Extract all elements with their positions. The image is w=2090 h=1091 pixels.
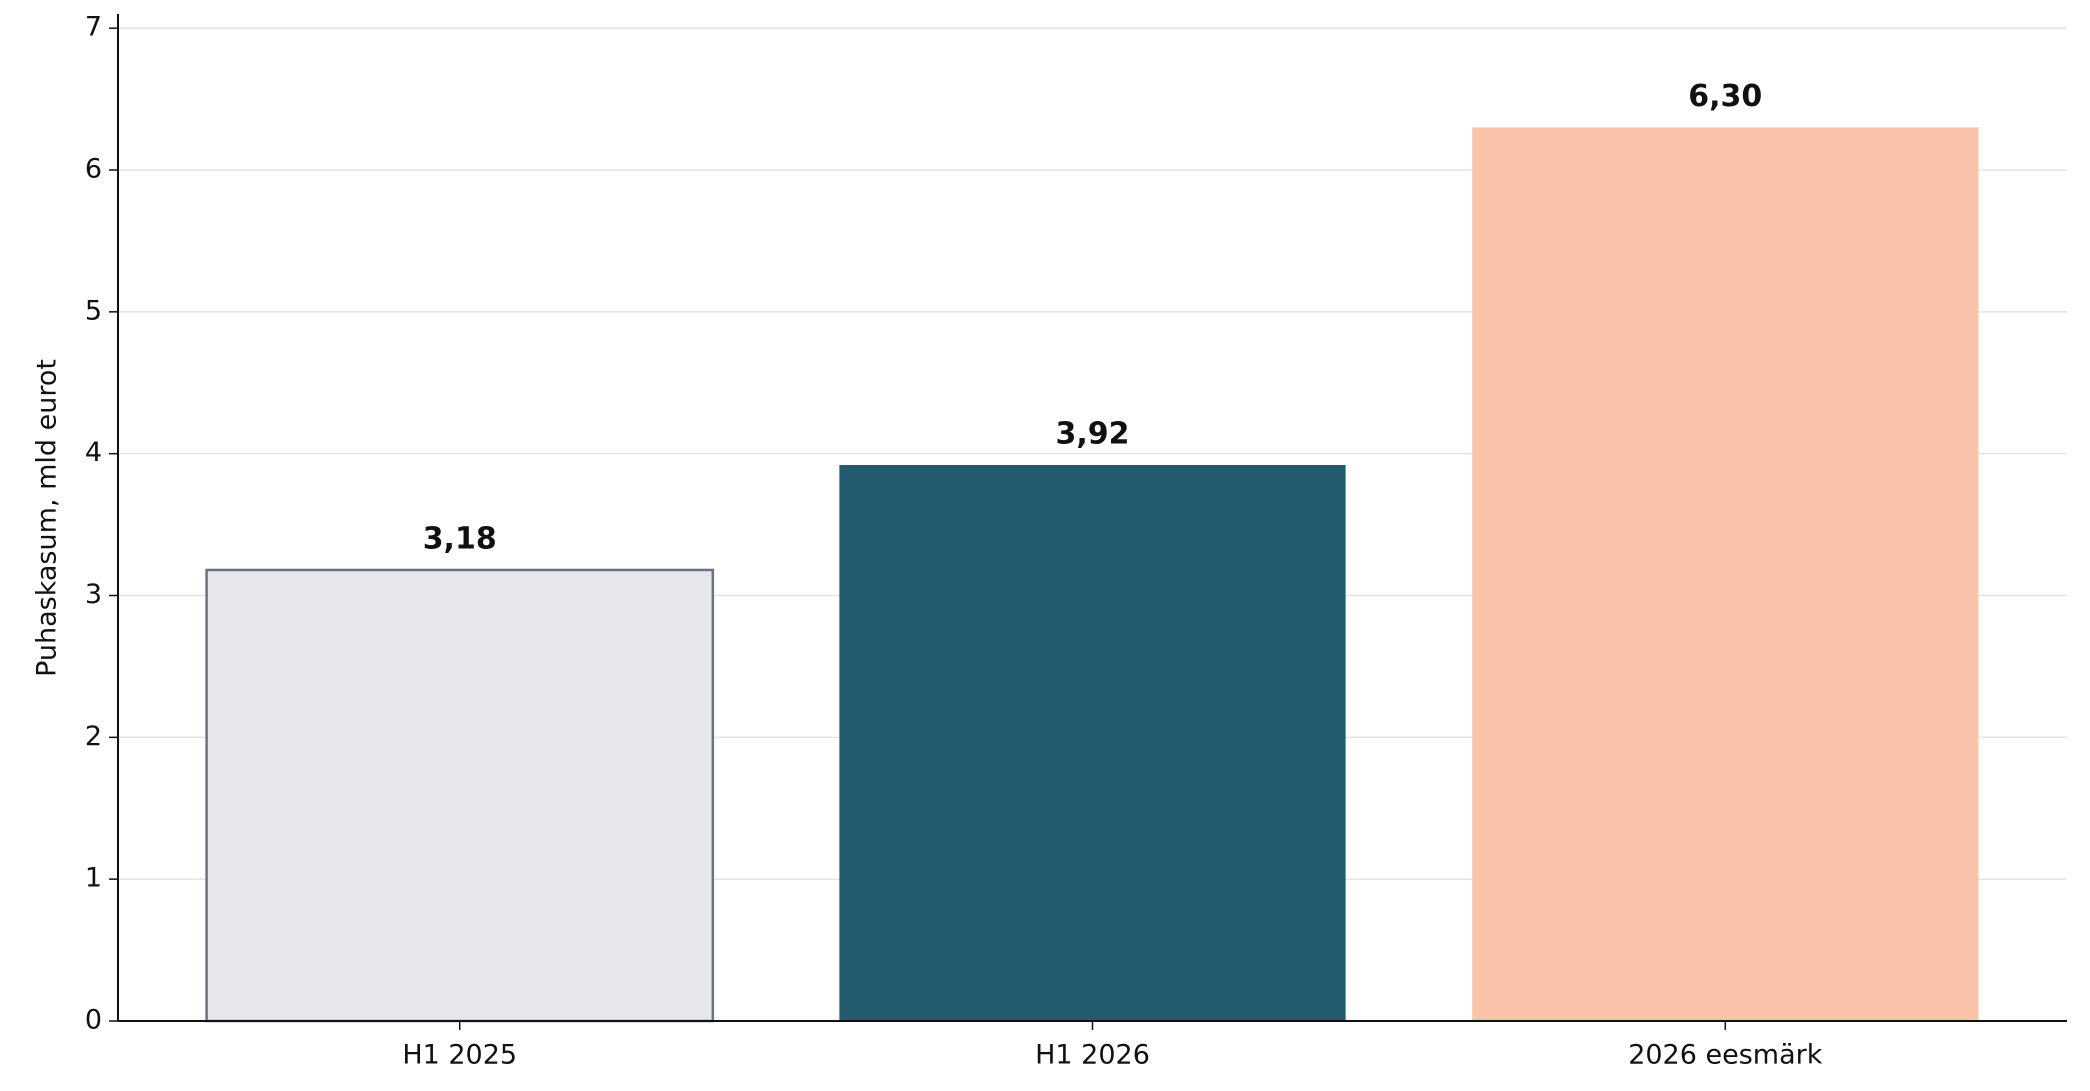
y-tick-label: 3 (85, 579, 102, 610)
y-axis-label: Puhaskasum, mld eurot (32, 359, 63, 677)
y-tick-label: 0 (85, 1005, 102, 1036)
x-tick-label: 2026 eesmärk (1628, 1040, 1823, 1071)
y-tick-label: 7 (85, 12, 102, 43)
y-tick-label: 6 (85, 154, 102, 185)
value-label: 3,92 (1055, 417, 1129, 452)
bar (205, 568, 715, 1023)
x-tick-label: H1 2025 (402, 1040, 517, 1071)
x-tick-label: H1 2026 (1035, 1040, 1150, 1071)
bar (1472, 127, 1979, 1022)
y-tick-label: 5 (85, 295, 102, 326)
y-tick-label: 2 (85, 721, 102, 752)
y-tick-label: 4 (85, 437, 102, 468)
bar (839, 465, 1346, 1021)
y-tick-label: 1 (85, 863, 102, 894)
value-label: 3,18 (423, 521, 497, 556)
value-label: 6,30 (1688, 79, 1762, 114)
